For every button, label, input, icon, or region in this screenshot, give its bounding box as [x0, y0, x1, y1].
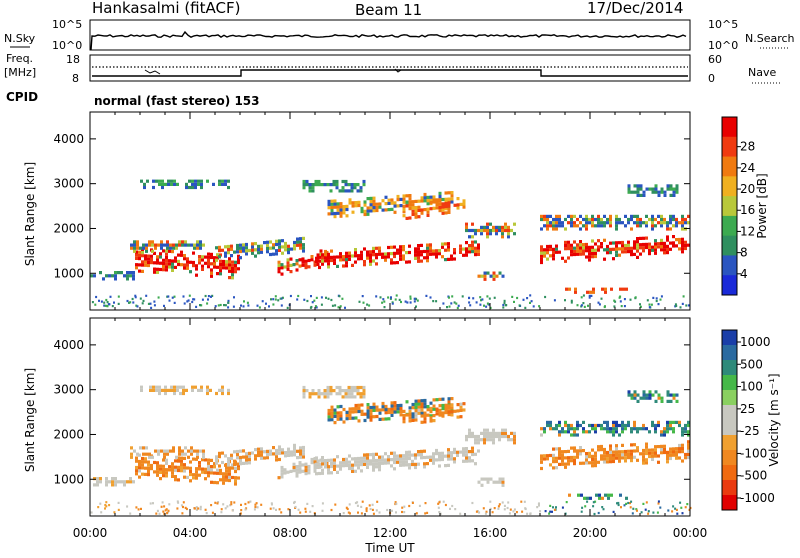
velocity-cbar-tick: 1000: [740, 335, 771, 349]
nsky-tick-top: 10^5: [52, 18, 82, 31]
velocity-cbar-label: Velocity [m s⁻¹]: [767, 373, 781, 466]
power-cbar-tick: 4: [740, 267, 748, 281]
power-cbar-tick: 16: [740, 203, 755, 217]
xaxis-label: Time UT: [364, 541, 415, 554]
xtick-label: 04:00: [173, 526, 208, 540]
power-cbar-tick: 20: [740, 182, 755, 196]
freq-noise-mark: [144, 69, 161, 75]
velocity-cbar-tick: 100: [740, 380, 763, 394]
ytick-label: 4000: [53, 132, 84, 146]
cpid-value: normal (fast stereo) 153: [94, 94, 260, 108]
power-colorbar: 4 8 12 16 20 24 28 Power [dB]: [721, 116, 769, 296]
power-data-field: [90, 179, 690, 310]
velocity-colorbar: 1000 500 100 25 -25 -100 -500 -1000 Velocity [m…: [721, 329, 781, 511]
ytick-label: 2000: [53, 221, 84, 235]
freq-tick-bottom: 8: [72, 72, 79, 85]
freq-noise-mark-2: [394, 68, 402, 73]
power-cbar-tick: 12: [740, 224, 755, 238]
freq-unit: [MHz]: [4, 66, 36, 79]
power-cbar-tick: 28: [740, 140, 755, 154]
power-cbar-tick: 24: [740, 161, 755, 175]
beam-title: Beam 11: [355, 1, 422, 19]
xtick-label: 16:00: [473, 526, 508, 540]
ytick-label: 2000: [53, 427, 84, 441]
freq-panel: Freq. [MHz] 18 8 60 0 Nave: [4, 52, 780, 85]
velocity-cbar-tick: -100: [740, 446, 767, 460]
nsearch-tick-top: 10^5: [708, 18, 738, 31]
velocity-data-field: [90, 385, 692, 516]
nave-label: Nave: [748, 66, 776, 79]
ytick-label: 3000: [53, 383, 84, 397]
velocity-cbar-tick: -25: [740, 424, 760, 438]
xtick-label: 20:00: [573, 526, 608, 540]
velocity-cbar-tick: 500: [740, 357, 763, 371]
velocity-cbar-tick: -500: [740, 469, 767, 483]
xtick-label: 00:00: [73, 526, 108, 540]
nave-tick-top: 60: [708, 53, 722, 66]
ytick-label: 4000: [53, 338, 84, 352]
velocity-panel: 1000 2000 3000 4000 00:00 04:00 08:00 12:00 16:…: [23, 317, 708, 555]
xtick-label: 12:00: [373, 526, 408, 540]
power-panel: 1000 2000 3000 4000 Slant Range [km]: [23, 111, 691, 311]
power-cbar-tick: 8: [740, 246, 748, 260]
nsky-panel: N.Sky 10^5 10^0 10^5 10^0 N.Search: [4, 18, 795, 52]
cpid-label: CPID: [6, 90, 38, 104]
nsearch-label: N.Search: [745, 32, 795, 45]
station-title: Hankasalmi (fitACF): [92, 0, 240, 17]
freq-tick-top: 18: [66, 53, 80, 66]
ytick-label: 1000: [53, 472, 84, 486]
freq-label: Freq.: [6, 52, 33, 65]
date-title: 17/Dec/2014: [587, 0, 683, 17]
velocity-cbar-tick: -1000: [740, 491, 775, 505]
nsky-tick-bottom: 10^0: [52, 39, 82, 52]
velocity-frame: [89, 317, 691, 517]
xtick-label: 08:00: [273, 526, 308, 540]
ytick-label: 3000: [53, 177, 84, 191]
velocity-ylabel: Slant Range [km]: [23, 368, 37, 472]
velocity-cbar-tick: 25: [740, 402, 755, 416]
power-ylabel: Slant Range [km]: [23, 162, 37, 266]
freq-trace: [92, 69, 688, 77]
nave-tick-bottom: 0: [708, 72, 715, 85]
nsky-trace: [90, 30, 687, 51]
ytick-label: 1000: [53, 266, 84, 280]
power-cbar-label: Power [dB]: [755, 173, 769, 238]
nsky-label: N.Sky: [4, 32, 36, 45]
xtick-label: 00:00: [673, 526, 708, 540]
nsearch-tick-bottom: 10^0: [708, 39, 738, 52]
